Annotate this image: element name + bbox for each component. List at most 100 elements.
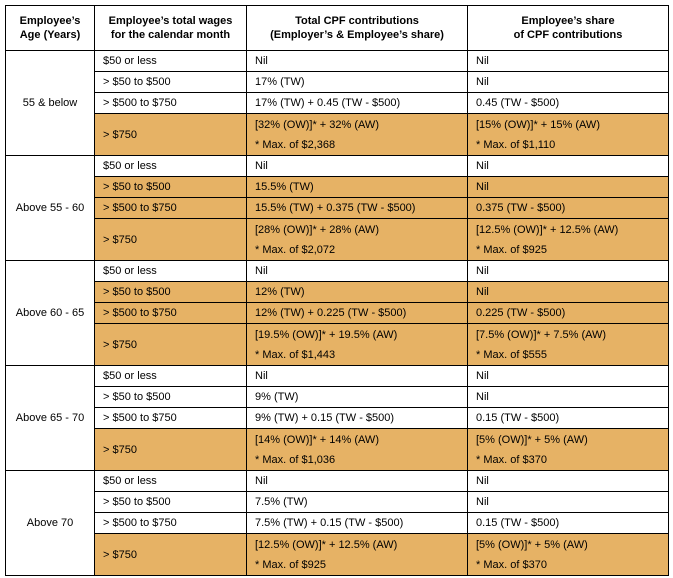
- total-contribution-cell: Nil: [246, 365, 468, 387]
- max-cap-text: * Max. of $555: [476, 348, 547, 361]
- table-row: > $50 to $500 15.5% (TW) Nil: [6, 176, 669, 198]
- formula-text: Nil: [476, 76, 489, 88]
- max-cap-text: * Max. of $1,110: [476, 138, 556, 151]
- total-contribution-cell: Nil: [246, 155, 468, 177]
- formula-text: Nil: [476, 475, 489, 487]
- formula-text: 0.225 (TW - $500): [476, 307, 566, 319]
- formula-text: Nil: [476, 286, 489, 298]
- formula-text: Nil: [476, 265, 489, 277]
- formula-text: Nil: [255, 475, 268, 487]
- age-group-cell: Above 65 - 70: [5, 365, 95, 471]
- share-contribution-cell: [12.5% (OW)]* + 12.5% (AW) * Max. of $925: [467, 218, 669, 261]
- table-row: > $500 to $750 15.5% (TW) + 0.375 (TW - $…: [6, 197, 669, 219]
- formula-text: Nil: [476, 496, 489, 508]
- total-contribution-cell: [28% (OW)]* + 28% (AW) * Max. of $2,072: [246, 218, 468, 261]
- header-age: Employee’s Age (Years): [5, 5, 95, 51]
- table-row: > $50 to $500 9% (TW) Nil: [6, 386, 669, 408]
- wage-band-cell: > $500 to $750: [94, 407, 247, 429]
- share-contribution-cell: Nil: [467, 386, 669, 408]
- total-contribution-cell: 9% (TW) + 0.15 (TW - $500): [246, 407, 468, 429]
- table-row: > $500 to $750 7.5% (TW) + 0.15 (TW - $50…: [6, 512, 669, 534]
- table-row: > $500 to $750 12% (TW) + 0.225 (TW - $50…: [6, 302, 669, 324]
- formula-text: 0.375 (TW - $500): [476, 202, 566, 214]
- wage-band-cell: > $50 to $500: [94, 491, 247, 513]
- formula-text: [5% (OW)]* + 5% (AW): [476, 433, 588, 446]
- formula-text: [12.5% (OW)]* + 12.5% (AW): [476, 223, 619, 236]
- share-contribution-cell: Nil: [467, 281, 669, 303]
- share-contribution-cell: 0.225 (TW - $500): [467, 302, 669, 324]
- formula-text: [15% (OW)]* + 15% (AW): [476, 118, 600, 131]
- total-contribution-cell: 17% (TW): [246, 71, 468, 93]
- age-group-cell: Above 70: [5, 470, 95, 576]
- table-row: > $50 to $500 12% (TW) Nil: [6, 281, 669, 303]
- formula-text: 7.5% (TW) + 0.15 (TW - $500): [255, 517, 404, 529]
- formula-text: [14% (OW)]* + 14% (AW): [255, 433, 379, 446]
- wage-band-cell: $50 or less: [94, 260, 247, 282]
- formula-text: Nil: [476, 181, 489, 193]
- wage-band-cell: > $50 to $500: [94, 386, 247, 408]
- wage-band-cell: > $50 to $500: [94, 281, 247, 303]
- table-row: Above 70 $50 or less Nil Nil: [5, 470, 669, 576]
- max-cap-text: * Max. of $370: [476, 558, 547, 571]
- total-contribution-cell: 9% (TW): [246, 386, 468, 408]
- table-row: Above 60 - 65 $50 or less Nil Nil: [5, 260, 669, 366]
- formula-text: [7.5% (OW)]* + 7.5% (AW): [476, 328, 607, 341]
- max-cap-text: * Max. of $370: [476, 453, 547, 466]
- share-contribution-cell: Nil: [467, 260, 669, 282]
- formula-text: 9% (TW) + 0.15 (TW - $500): [255, 412, 395, 424]
- wage-band-cell: > $500 to $750: [94, 197, 247, 219]
- wage-band-cell: > $50 to $500: [94, 176, 247, 198]
- share-contribution-cell: Nil: [467, 71, 669, 93]
- share-contribution-cell: [5% (OW)]* + 5% (AW) * Max. of $370: [467, 428, 669, 471]
- wage-band-cell: > $750: [94, 218, 247, 261]
- total-contribution-cell: 7.5% (TW) + 0.15 (TW - $500): [246, 512, 468, 534]
- wage-band-cell: $50 or less: [94, 470, 247, 492]
- wage-band-cell: > $500 to $750: [94, 92, 247, 114]
- table-row: > $750 [12.5% (OW)]* + 12.5% (AW) * Max. o…: [6, 533, 669, 576]
- formula-text: 9% (TW): [255, 391, 299, 403]
- wage-band-cell: > $50 to $500: [94, 71, 247, 93]
- formula-text: 7.5% (TW): [255, 496, 308, 508]
- share-contribution-cell: 0.375 (TW - $500): [467, 197, 669, 219]
- formula-text: [32% (OW)]* + 32% (AW): [255, 118, 379, 131]
- share-contribution-cell: [15% (OW)]* + 15% (AW) * Max. of $1,110: [467, 113, 669, 156]
- header-row: Employee’s Age (Years) Employee’s total w…: [5, 5, 669, 51]
- wage-band-cell: > $750: [94, 113, 247, 156]
- share-contribution-cell: Nil: [467, 176, 669, 198]
- formula-text: Nil: [255, 55, 268, 67]
- share-contribution-cell: [7.5% (OW)]* + 7.5% (AW) * Max. of $555: [467, 323, 669, 366]
- formula-text: Nil: [476, 391, 489, 403]
- total-contribution-cell: Nil: [246, 470, 468, 492]
- total-contribution-cell: [19.5% (OW)]* + 19.5% (AW) * Max. of $1,…: [246, 323, 468, 366]
- table-row: > $50 to $500 17% (TW) Nil: [6, 71, 669, 93]
- total-contribution-cell: 15.5% (TW) + 0.375 (TW - $500): [246, 197, 468, 219]
- table-row: 55 & below $50 or less Nil Nil: [5, 50, 669, 156]
- table-row: > $50 to $500 7.5% (TW) Nil: [6, 491, 669, 513]
- formula-text: 0.45 (TW - $500): [476, 97, 560, 109]
- share-contribution-cell: Nil: [467, 491, 669, 513]
- share-contribution-cell: 0.15 (TW - $500): [467, 512, 669, 534]
- total-contribution-cell: [12.5% (OW)]* + 12.5% (AW) * Max. of $925: [246, 533, 468, 576]
- max-cap-text: * Max. of $925: [255, 558, 326, 571]
- wage-band-cell: > $500 to $750: [94, 512, 247, 534]
- header-total: Total CPF contributions (Employer’s & Emp…: [246, 5, 468, 51]
- max-cap-text: * Max. of $2,072: [255, 243, 336, 256]
- share-contribution-cell: Nil: [467, 470, 669, 492]
- wage-band-cell: $50 or less: [94, 155, 247, 177]
- share-contribution-cell: [5% (OW)]* + 5% (AW) * Max. of $370: [467, 533, 669, 576]
- max-cap-text: * Max. of $925: [476, 243, 547, 256]
- formula-text: Nil: [255, 160, 268, 172]
- table-row: > $750 [32% (OW)]* + 32% (AW) * Max. of $2…: [6, 113, 669, 156]
- max-cap-text: * Max. of $1,036: [255, 453, 336, 466]
- formula-text: 17% (TW): [255, 76, 305, 88]
- formula-text: 15.5% (TW): [255, 181, 314, 193]
- formula-text: 17% (TW) + 0.45 (TW - $500): [255, 97, 401, 109]
- header-wages: Employee’s total wages for the calendar m…: [94, 5, 247, 51]
- total-contribution-cell: Nil: [246, 50, 468, 72]
- total-contribution-cell: Nil: [246, 260, 468, 282]
- formula-text: 12% (TW) + 0.225 (TW - $500): [255, 307, 407, 319]
- formula-text: 0.15 (TW - $500): [476, 517, 560, 529]
- formula-text: Nil: [255, 265, 268, 277]
- wage-band-cell: > $750: [94, 533, 247, 576]
- total-contribution-cell: 15.5% (TW): [246, 176, 468, 198]
